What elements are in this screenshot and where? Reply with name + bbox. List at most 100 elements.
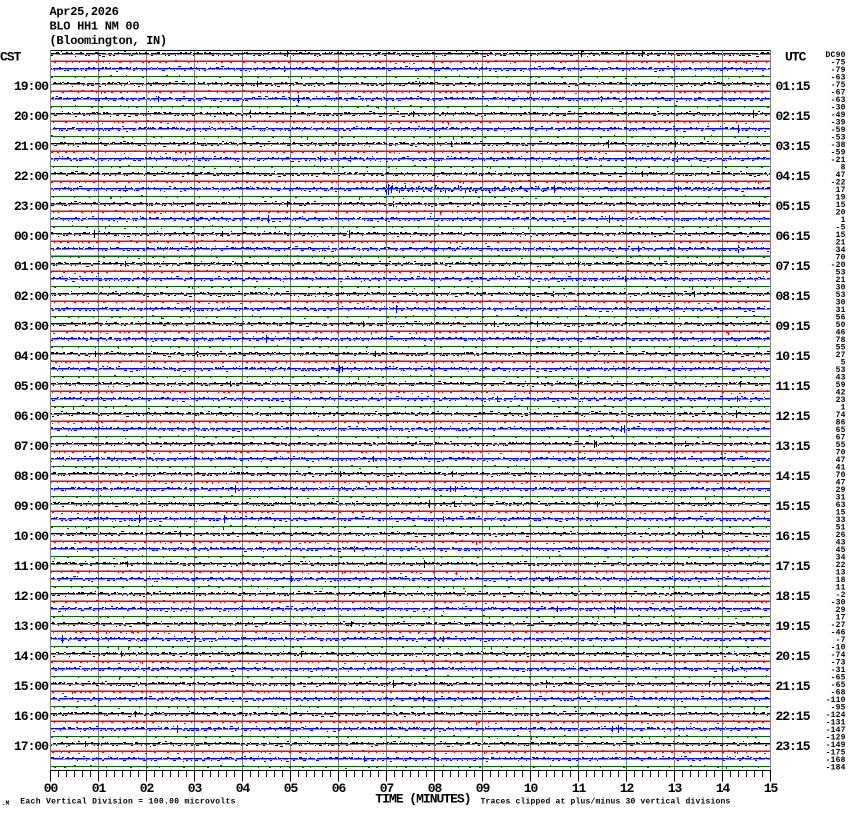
svg-text:02:00: 02:00 <box>14 289 49 304</box>
svg-text:47: 47 <box>836 456 846 465</box>
svg-text:01:00: 01:00 <box>14 259 49 274</box>
svg-text:15: 15 <box>764 781 779 796</box>
svg-text:-75: -75 <box>831 59 846 68</box>
svg-text:-168: -168 <box>826 756 846 765</box>
svg-text:-75: -75 <box>831 81 846 90</box>
svg-text:09:15: 09:15 <box>776 319 811 334</box>
svg-text:12:15: 12:15 <box>776 409 811 424</box>
svg-text:07:00: 07:00 <box>14 439 49 454</box>
svg-text:12: 12 <box>620 781 635 796</box>
svg-text:17: 17 <box>836 614 846 623</box>
svg-text:13: 13 <box>836 569 846 578</box>
svg-text:.M: .M <box>2 800 10 807</box>
svg-text:(Bloomington, IN): (Bloomington, IN) <box>50 34 167 48</box>
svg-text:53: 53 <box>836 366 846 375</box>
svg-text:19: 19 <box>836 194 846 203</box>
svg-text:05: 05 <box>284 781 299 796</box>
svg-text:86: 86 <box>836 419 846 428</box>
svg-text:33: 33 <box>836 516 846 525</box>
svg-text:-27: -27 <box>831 621 846 630</box>
svg-text:03:00: 03:00 <box>14 319 49 334</box>
svg-text:-124: -124 <box>826 711 846 720</box>
svg-text:04:00: 04:00 <box>14 349 49 364</box>
svg-text:14: 14 <box>716 781 731 796</box>
svg-text:07:15: 07:15 <box>776 259 811 274</box>
svg-text:11: 11 <box>836 584 846 593</box>
svg-text:26: 26 <box>836 531 846 540</box>
svg-text:03:15: 03:15 <box>776 139 811 154</box>
svg-text:22:15: 22:15 <box>776 709 811 724</box>
svg-text:16:00: 16:00 <box>14 709 49 724</box>
svg-text:-53: -53 <box>831 134 846 143</box>
svg-text:Each Vertical Division = 100.: Each Vertical Division = 100.00 microvol… <box>20 797 236 806</box>
svg-text:-31: -31 <box>831 666 846 675</box>
svg-text:20: 20 <box>836 209 846 218</box>
svg-text:20:00: 20:00 <box>14 109 49 124</box>
svg-text:-95: -95 <box>831 704 846 713</box>
svg-text:-59: -59 <box>831 149 846 158</box>
svg-text:02: 02 <box>140 781 155 796</box>
svg-text:-46: -46 <box>831 629 846 638</box>
svg-text:-147: -147 <box>826 726 846 735</box>
svg-text:UTC: UTC <box>785 50 807 65</box>
svg-text:31: 31 <box>836 494 846 503</box>
svg-text:-79: -79 <box>831 66 846 75</box>
svg-text:70: 70 <box>836 254 846 263</box>
svg-text:1: 1 <box>841 404 846 413</box>
svg-text:14:00: 14:00 <box>14 649 49 664</box>
svg-text:18:15: 18:15 <box>776 589 811 604</box>
svg-text:15:00: 15:00 <box>14 679 49 694</box>
svg-text:51: 51 <box>836 524 846 533</box>
svg-text:12:00: 12:00 <box>14 589 49 604</box>
svg-text:13:00: 13:00 <box>14 619 49 634</box>
svg-text:34: 34 <box>836 246 846 255</box>
svg-text:-7: -7 <box>836 636 846 645</box>
svg-text:11:00: 11:00 <box>14 559 49 574</box>
svg-text:65: 65 <box>836 426 846 435</box>
svg-text:-63: -63 <box>831 96 846 105</box>
svg-text:08:15: 08:15 <box>776 289 811 304</box>
svg-text:01:15: 01:15 <box>776 79 811 94</box>
svg-text:-30: -30 <box>831 104 846 113</box>
svg-text:22:00: 22:00 <box>14 169 49 184</box>
svg-text:09: 09 <box>476 781 491 796</box>
svg-text:21: 21 <box>836 276 846 285</box>
svg-text:45: 45 <box>836 546 846 555</box>
svg-text:-38: -38 <box>831 141 846 150</box>
svg-text:-65: -65 <box>831 681 846 690</box>
svg-text:-63: -63 <box>831 74 846 83</box>
svg-text:04:15: 04:15 <box>776 169 811 184</box>
svg-text:14:15: 14:15 <box>776 469 811 484</box>
svg-text:15: 15 <box>836 201 846 210</box>
svg-text:00: 00 <box>44 781 59 796</box>
svg-text:41: 41 <box>836 464 846 473</box>
svg-text:67: 67 <box>836 434 846 443</box>
svg-text:08: 08 <box>428 781 443 796</box>
svg-text:56: 56 <box>836 314 846 323</box>
svg-text:-10: -10 <box>831 644 846 653</box>
svg-text:18: 18 <box>836 576 846 585</box>
svg-text:13: 13 <box>668 781 683 796</box>
svg-text:-131: -131 <box>826 719 846 728</box>
svg-text:23:15: 23:15 <box>776 739 811 754</box>
svg-text:19:15: 19:15 <box>776 619 811 634</box>
svg-text:19:00: 19:00 <box>14 79 49 94</box>
svg-text:13:15: 13:15 <box>776 439 811 454</box>
svg-text:02:15: 02:15 <box>776 109 811 124</box>
svg-text:29: 29 <box>836 606 846 615</box>
svg-text:09:00: 09:00 <box>14 499 49 514</box>
svg-text:-73: -73 <box>831 659 846 668</box>
svg-text:-30: -30 <box>831 599 846 608</box>
svg-text:17:00: 17:00 <box>14 739 49 754</box>
svg-text:-74: -74 <box>831 651 846 660</box>
svg-text:Apr25,2026: Apr25,2026 <box>50 5 119 19</box>
svg-text:43: 43 <box>836 539 846 548</box>
svg-text:15: 15 <box>836 509 846 518</box>
svg-text:-21: -21 <box>831 156 846 165</box>
svg-text:70: 70 <box>836 449 846 458</box>
svg-text:10: 10 <box>524 781 539 796</box>
svg-text:-2: -2 <box>836 591 846 600</box>
svg-text:DC: DC <box>826 51 836 60</box>
svg-text:15: 15 <box>836 231 846 240</box>
svg-text:8: 8 <box>841 164 846 173</box>
